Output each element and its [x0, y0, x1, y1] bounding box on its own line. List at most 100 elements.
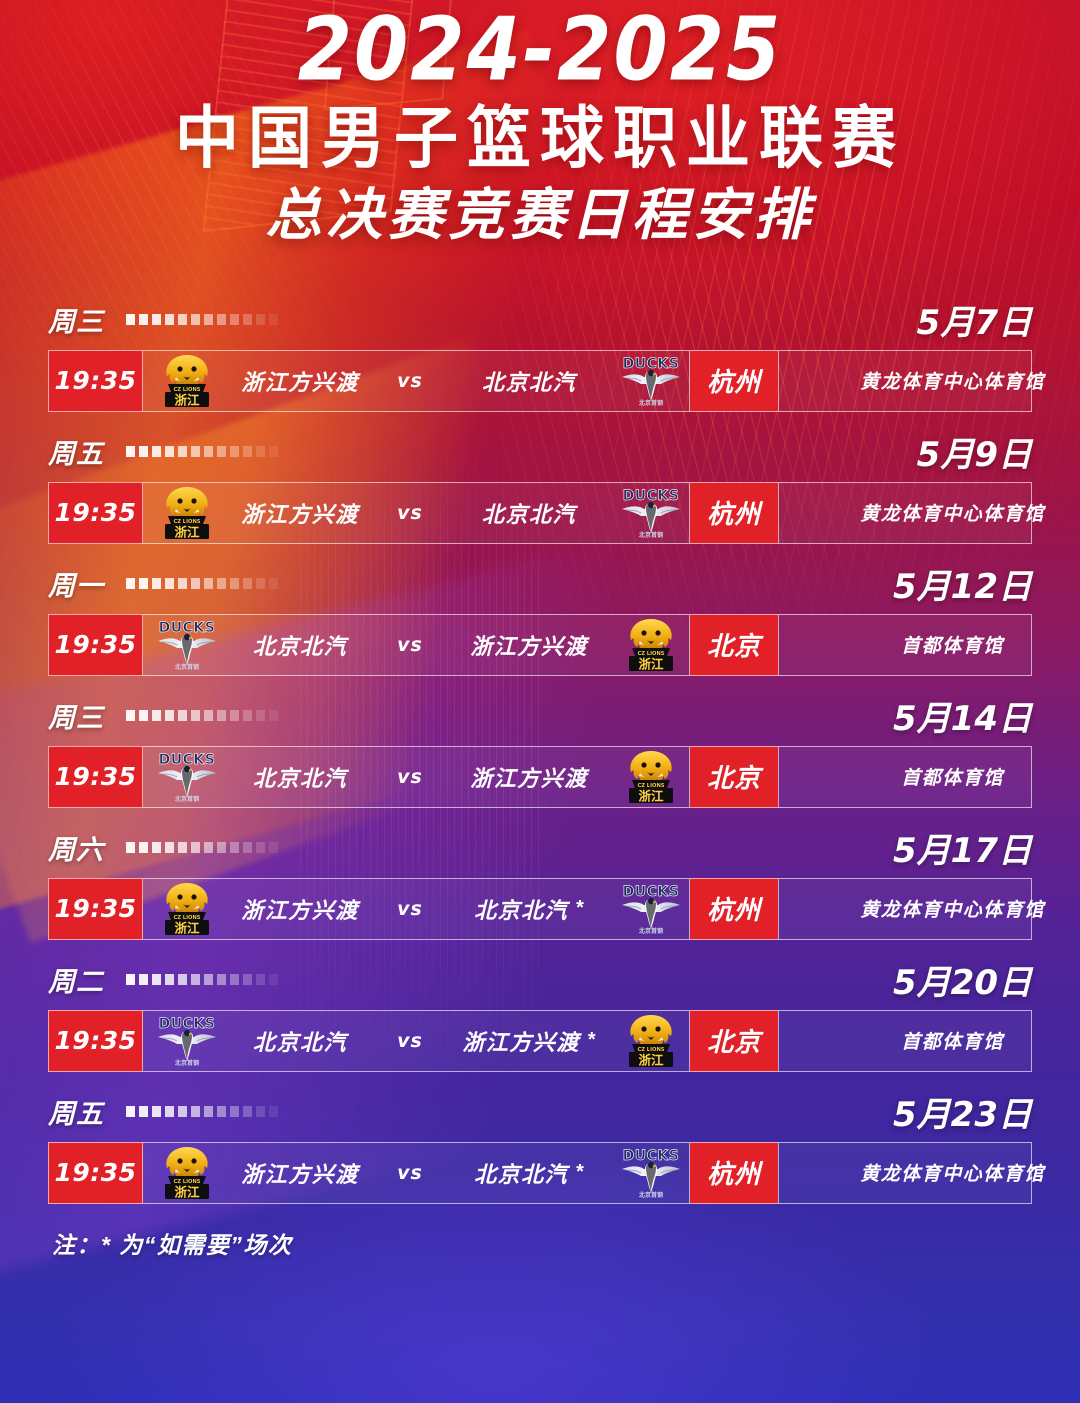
vs-label: vs [397, 1161, 423, 1184]
game-venue: 首都体育馆 [778, 746, 1080, 807]
home-team-name: 浙江方兴渡 [241, 369, 359, 395]
game-time: 19:35 [48, 877, 143, 940]
game-weekday: 周五 [48, 439, 104, 470]
home-team-name: 浙江方兴渡 [241, 1161, 359, 1187]
game-block: 周六 5月17日 19:35 CZ LIONS 浙江 浙江方兴渡 vs 北京北汽 * DU… [48, 828, 1043, 940]
game-matchup: DUCKS 北京首钢 北京北汽 vs 浙江方兴渡 CZ LIONS 浙江 [143, 746, 690, 807]
zhejiang-lions-logo: CZ LIONS 浙江 [156, 485, 218, 541]
game-row[interactable]: 19:35 DUCKS 北京首钢 北京北汽 vs 浙江方兴渡 * CZ LIONS [48, 1009, 1032, 1072]
beijing-ducks-logo: DUCKS 北京首钢 [156, 749, 218, 805]
game-city: 杭州 [690, 877, 778, 940]
svg-text:北京首钢: 北京首钢 [639, 927, 663, 935]
game-block: 周五 5月9日 19:35 CZ LIONS 浙江 浙江方兴渡 vs 北京北汽 DUCK… [48, 432, 1043, 544]
game-city: 杭州 [690, 349, 778, 412]
svg-text:浙江: 浙江 [638, 1052, 664, 1067]
schedule-list: 周三 5月7日 19:35 CZ LIONS 浙江 浙江方兴渡 vs 北京北汽 DUCK… [0, 300, 1080, 1204]
svg-text:DUCKS: DUCKS [159, 620, 216, 636]
zhejiang-lions-logo: CZ LIONS 浙江 [620, 1013, 682, 1069]
game-weekday: 周三 [48, 703, 104, 734]
svg-text:北京首钢: 北京首钢 [639, 531, 663, 539]
decorative-dots [126, 974, 893, 986]
game-date: 5月23日 [893, 1095, 1032, 1136]
svg-text:DUCKS: DUCKS [623, 488, 680, 504]
vs-label: vs [397, 501, 423, 524]
game-header: 周三 5月7日 [48, 300, 1032, 343]
svg-text:DUCKS: DUCKS [623, 1148, 680, 1164]
svg-text:DUCKS: DUCKS [623, 884, 680, 900]
svg-text:DUCKS: DUCKS [159, 1016, 216, 1032]
game-header: 周三 5月14日 [48, 696, 1032, 739]
game-weekday: 周五 [48, 1099, 104, 1130]
game-venue: 黄龙体育中心体育馆 [778, 1142, 1080, 1203]
svg-text:DUCKS: DUCKS [159, 752, 216, 768]
game-block: 周三 5月14日 19:35 DUCKS 北京首钢 北京北汽 vs 浙江方兴渡 CZ L… [48, 696, 1032, 808]
game-city: 北京 [690, 1009, 778, 1072]
game-row[interactable]: 19:35 DUCKS 北京首钢 北京北汽 vs 浙江方兴渡 CZ LIONS [48, 745, 1032, 808]
svg-text:北京首钢: 北京首钢 [175, 663, 199, 671]
game-row[interactable]: 19:35 CZ LIONS 浙江 浙江方兴渡 vs 北京北汽 DUCKS [48, 349, 1043, 412]
game-row[interactable]: 19:35 CZ LIONS 浙江 浙江方兴渡 vs 北京北汽 DUCKS [48, 481, 1043, 544]
game-city: 杭州 [690, 481, 778, 544]
game-venue: 黄龙体育中心体育馆 [778, 878, 1080, 939]
footer-note: 注：* 为“如需要”场次 [52, 1231, 293, 1258]
svg-text:浙江: 浙江 [174, 920, 200, 935]
svg-text:北京首钢: 北京首钢 [639, 1191, 663, 1199]
game-block: 周一 5月12日 19:35 DUCKS 北京首钢 北京北汽 vs 浙江方兴渡 CZ L… [48, 564, 1032, 676]
game-date: 5月14日 [893, 699, 1032, 740]
svg-text:CZ LIONS: CZ LIONS [173, 915, 200, 921]
game-header: 周五 5月9日 [48, 432, 1032, 475]
decorative-dots [126, 1106, 893, 1118]
svg-text:浙江: 浙江 [638, 656, 664, 671]
poster-subtitle: 总决赛竞赛日程安排 [265, 182, 815, 246]
zhejiang-lions-logo: CZ LIONS 浙江 [156, 881, 218, 937]
vs-label: vs [397, 369, 423, 392]
poster-header: 2024-2025 中国男子篮球职业联赛 总决赛竞赛日程安排 [0, 0, 1080, 244]
game-time: 19:35 [48, 1009, 143, 1072]
home-team-name: 北京北汽 [252, 1029, 347, 1055]
decorative-dots [126, 314, 917, 326]
home-team-name: 北京北汽 [252, 765, 347, 791]
beijing-ducks-logo: DUCKS 北京首钢 [156, 1013, 218, 1069]
vs-label: vs [397, 633, 423, 656]
svg-text:浙江: 浙江 [174, 1184, 200, 1199]
beijing-ducks-logo: DUCKS 北京首钢 [620, 485, 682, 541]
away-team-name: 北京北汽 [481, 369, 576, 395]
svg-text:北京首钢: 北京首钢 [639, 399, 663, 407]
game-matchup: CZ LIONS 浙江 浙江方兴渡 vs 北京北汽 DUCKS 北京首钢 [143, 482, 690, 543]
game-matchup: DUCKS 北京首钢 北京北汽 vs 浙江方兴渡 CZ LIONS 浙江 [143, 614, 690, 675]
game-time: 19:35 [48, 1141, 143, 1204]
game-time: 19:35 [48, 349, 143, 412]
decorative-dots [126, 446, 917, 458]
zhejiang-lions-logo: CZ LIONS 浙江 [156, 1145, 218, 1201]
away-team-name: 北京北汽 [481, 501, 576, 527]
decorative-dots [126, 842, 893, 854]
game-row[interactable]: 19:35 DUCKS 北京首钢 北京北汽 vs 浙江方兴渡 CZ LIONS [48, 613, 1032, 676]
if-necessary-marker: * [587, 1029, 596, 1052]
game-venue: 黄龙体育中心体育馆 [778, 350, 1080, 411]
if-necessary-marker: * [576, 897, 584, 920]
vs-label: vs [397, 897, 423, 920]
game-weekday: 周二 [48, 967, 104, 998]
game-date: 5月12日 [893, 567, 1032, 608]
game-weekday: 周六 [48, 835, 104, 866]
game-time: 19:35 [48, 613, 143, 676]
game-header: 周六 5月17日 [48, 828, 1032, 871]
game-block: 周三 5月7日 19:35 CZ LIONS 浙江 浙江方兴渡 vs 北京北汽 DUCK… [48, 300, 1043, 412]
game-row[interactable]: 19:35 CZ LIONS 浙江 浙江方兴渡 vs 北京北汽 * DUCKS [48, 877, 1043, 940]
game-date: 5月9日 [916, 435, 1032, 476]
zhejiang-lions-logo: CZ LIONS 浙江 [156, 353, 218, 409]
game-venue: 首都体育馆 [778, 1010, 1080, 1071]
svg-text:浙江: 浙江 [638, 788, 664, 803]
game-weekday: 周一 [48, 571, 104, 602]
game-matchup: CZ LIONS 浙江 浙江方兴渡 vs 北京北汽 DUCKS 北京首钢 [143, 350, 690, 411]
away-team-name: 北京北汽 [474, 1161, 569, 1187]
game-row[interactable]: 19:35 CZ LIONS 浙江 浙江方兴渡 vs 北京北汽 * DUCKS [48, 1141, 1043, 1204]
vs-label: vs [397, 1029, 423, 1052]
game-date: 5月20日 [893, 963, 1032, 1004]
beijing-ducks-logo: DUCKS 北京首钢 [620, 353, 682, 409]
beijing-ducks-logo: DUCKS 北京首钢 [620, 881, 682, 937]
decorative-dots [126, 710, 893, 722]
beijing-ducks-logo: DUCKS 北京首钢 [620, 1145, 682, 1201]
home-team-name: 北京北汽 [252, 633, 347, 659]
